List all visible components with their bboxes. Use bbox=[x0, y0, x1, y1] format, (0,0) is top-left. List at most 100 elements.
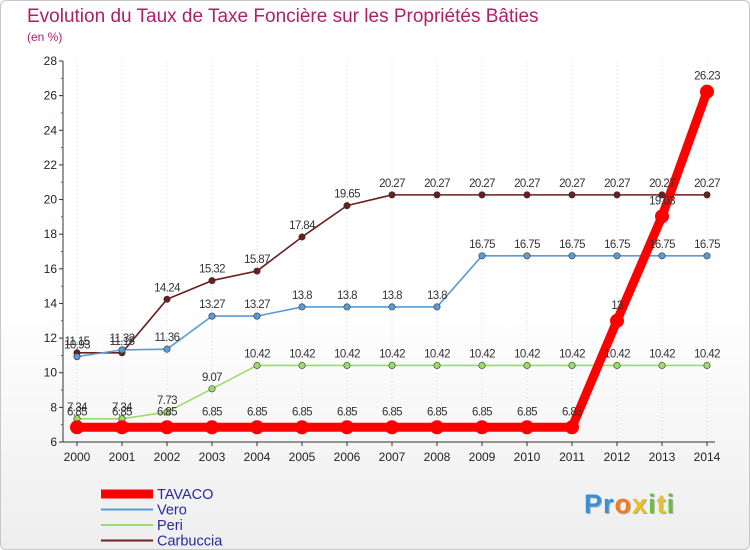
data-label: 9.07 bbox=[202, 372, 222, 384]
data-point bbox=[163, 295, 171, 303]
data-point bbox=[523, 191, 531, 199]
data-point bbox=[163, 345, 171, 353]
data-point bbox=[295, 420, 309, 435]
y-tick-label: 12 bbox=[44, 331, 58, 345]
data-label: 10.42 bbox=[424, 348, 450, 360]
data-label: 13.8 bbox=[337, 290, 357, 302]
data-point bbox=[343, 303, 351, 311]
data-point bbox=[298, 361, 306, 369]
data-label: 6.85 bbox=[67, 406, 87, 418]
data-label: 14.24 bbox=[154, 282, 181, 294]
data-label: 13.8 bbox=[292, 290, 312, 302]
data-point bbox=[385, 420, 399, 435]
data-label: 10.42 bbox=[469, 348, 495, 360]
data-point bbox=[478, 252, 486, 260]
data-label: 13 bbox=[611, 300, 623, 312]
x-tick-label: 2004 bbox=[244, 450, 271, 464]
data-point bbox=[253, 312, 261, 320]
data-point bbox=[700, 84, 714, 99]
x-tick-label: 2001 bbox=[109, 450, 136, 464]
data-label: 20.27 bbox=[424, 178, 450, 190]
data-label: 10.93 bbox=[64, 340, 90, 352]
data-label: 6.85 bbox=[517, 406, 537, 418]
y-tick-label: 26 bbox=[44, 89, 58, 103]
legend-label-peri: Peri bbox=[157, 518, 183, 534]
data-label: 13.8 bbox=[427, 290, 447, 302]
data-label: 6.85 bbox=[472, 406, 492, 418]
data-point bbox=[73, 353, 81, 361]
x-tick-label: 2003 bbox=[199, 450, 226, 464]
data-point bbox=[703, 252, 711, 260]
data-label: 10.42 bbox=[379, 348, 405, 360]
data-label: 10.42 bbox=[649, 348, 675, 360]
y-tick-label: 20 bbox=[44, 193, 58, 207]
data-point bbox=[433, 361, 441, 369]
data-point bbox=[163, 408, 171, 416]
data-point bbox=[568, 361, 576, 369]
data-point bbox=[388, 361, 396, 369]
data-label: 6.85 bbox=[112, 406, 132, 418]
data-point bbox=[613, 191, 621, 199]
legend-label-vero: Vero bbox=[157, 503, 187, 519]
data-label: 6.85 bbox=[562, 406, 582, 418]
data-point bbox=[160, 420, 174, 435]
data-label: 17.84 bbox=[289, 220, 316, 232]
data-label: 6.85 bbox=[427, 406, 447, 418]
data-label: 19.03 bbox=[649, 195, 675, 207]
data-point bbox=[298, 303, 306, 311]
data-point bbox=[253, 361, 261, 369]
x-tick-label: 2010 bbox=[514, 450, 541, 464]
data-point bbox=[340, 420, 354, 435]
data-label: 16.75 bbox=[514, 239, 540, 251]
y-tick-label: 22 bbox=[44, 158, 58, 172]
x-tick-label: 2014 bbox=[694, 450, 721, 464]
x-tick-label: 2013 bbox=[649, 450, 676, 464]
data-point bbox=[478, 191, 486, 199]
x-tick-label: 2011 bbox=[559, 450, 585, 464]
data-point bbox=[118, 346, 126, 354]
data-label: 7.34 bbox=[112, 402, 133, 414]
y-tick-label: 8 bbox=[50, 400, 57, 414]
data-label: 7.73 bbox=[157, 395, 177, 407]
data-label: 6.85 bbox=[157, 406, 177, 418]
data-point bbox=[433, 303, 441, 311]
data-label: 15.32 bbox=[199, 264, 225, 276]
data-label: 10.42 bbox=[244, 348, 270, 360]
data-point bbox=[565, 420, 579, 435]
data-label: 20.27 bbox=[469, 178, 495, 190]
data-label: 13.8 bbox=[382, 290, 402, 302]
data-point bbox=[475, 420, 489, 435]
data-label: 10.42 bbox=[334, 348, 360, 360]
data-label: 13.27 bbox=[199, 299, 225, 311]
legend-label-carbuccia: Carbuccia bbox=[157, 534, 223, 550]
data-point bbox=[208, 277, 216, 285]
data-label: 6.85 bbox=[292, 406, 312, 418]
data-label: 6.85 bbox=[382, 406, 402, 418]
data-point bbox=[478, 361, 486, 369]
y-tick-label: 18 bbox=[44, 227, 58, 241]
data-label: 16.75 bbox=[559, 239, 585, 251]
legend-label-tavaco: TAVACO bbox=[157, 487, 213, 503]
data-label: 11.36 bbox=[155, 332, 180, 344]
data-point bbox=[658, 361, 666, 369]
data-label: 13.27 bbox=[244, 299, 270, 311]
data-point bbox=[205, 420, 219, 435]
data-label: 10.42 bbox=[559, 348, 585, 360]
x-tick-label: 2007 bbox=[379, 450, 406, 464]
chart-subtitle: (en %) bbox=[27, 30, 63, 44]
data-point bbox=[208, 312, 216, 320]
data-point bbox=[253, 267, 261, 275]
data-label: 11.15 bbox=[65, 336, 90, 348]
data-label: 20.27 bbox=[379, 178, 405, 190]
proxiti-logo: Proxiti bbox=[584, 489, 676, 519]
data-point bbox=[613, 252, 621, 260]
data-label: 11.15 bbox=[110, 336, 135, 348]
y-tick-label: 6 bbox=[50, 435, 57, 449]
data-point bbox=[568, 191, 576, 199]
data-label: 20.27 bbox=[694, 178, 720, 190]
data-point bbox=[343, 202, 351, 210]
y-tick-label: 16 bbox=[44, 262, 58, 276]
data-label: 20.27 bbox=[649, 178, 675, 190]
data-label: 10.42 bbox=[604, 348, 630, 360]
